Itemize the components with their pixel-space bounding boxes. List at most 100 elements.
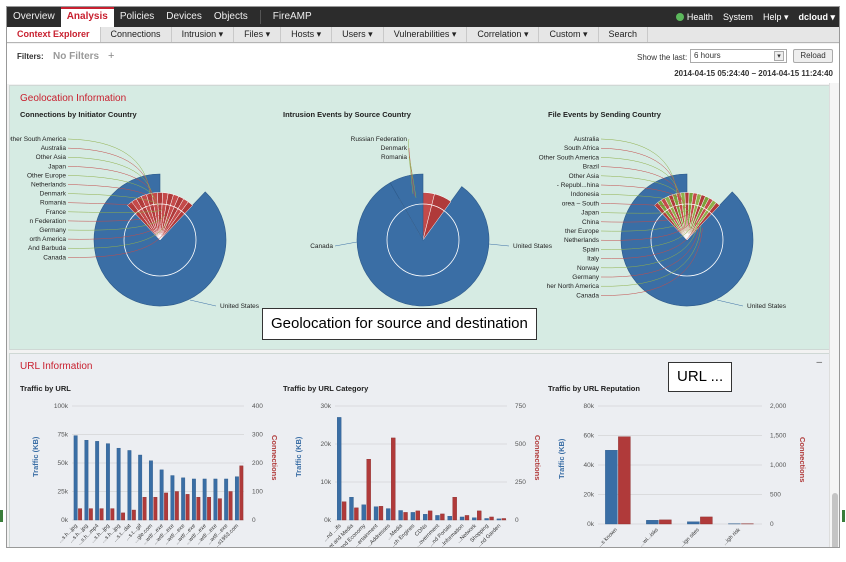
leader-line [600,215,694,241]
add-filter-icon[interactable]: + [108,50,115,62]
pie-label: Canada [310,243,333,250]
nav-objects[interactable]: Objects [213,11,248,22]
user-menu[interactable]: dcloud ▾ [798,11,835,22]
pie-label: Japan [581,210,599,217]
geolocation-panel: Geolocation Information Connections by I… [9,85,831,350]
bar-traffic [398,510,403,521]
filters-label: Filters: [17,52,44,61]
pie-label: Other South America [10,136,66,143]
pie-label: Canada [43,254,66,261]
bar-traffic [224,478,229,521]
leader-line [600,211,691,223]
bar-traffic [410,512,416,521]
time-range-value: 6 hours [694,51,721,60]
tab-files[interactable]: Files ▾ [234,27,282,42]
y2-tick-label: 200 [252,460,263,467]
nav-devices[interactable]: Devices [166,11,202,22]
leader-line [600,213,693,232]
bar-traffic [496,518,502,521]
bar-traffic [459,516,465,521]
leader-line [67,175,157,202]
geolocation-charts: Other South America Australia Other Asia Ja… [10,136,787,310]
leader-line [600,227,703,296]
nav-analysis[interactable]: Analysis [60,7,114,27]
y2-tick-label: 500 [515,441,526,448]
tab-users[interactable]: Users ▾ [332,27,384,42]
pie-label: Italy [587,256,600,263]
pie-label: Romania [381,154,407,161]
bar-traffic [181,477,186,521]
y-tick-label: 60k [584,433,595,440]
bar-connections [217,498,222,521]
edge-marker-right [842,510,845,522]
pie-label-main: United States [220,303,260,310]
y2-tick-label: 1,000 [770,462,787,469]
bar-connections [700,516,713,525]
pie-label: Australia [574,136,600,143]
pie-label: Other Europe [27,172,66,179]
bar-chart: 80k 60k 40k 20k 0k 2,000 1,500 1,000 500 0 Traffic… [557,403,807,548]
y2-tick-label: 0 [770,521,774,528]
bar-traffic [138,454,143,521]
nav-policies[interactable]: Policies [119,11,155,22]
bar-traffic [127,450,132,521]
bar-connections [164,492,169,521]
collapse-icon[interactable]: – [816,357,822,368]
health-link[interactable]: Health [675,12,713,22]
y2-tick-label: 1,500 [770,433,787,440]
tab-intrusion[interactable]: Intrusion ▾ [172,27,235,42]
bar-traffic [170,475,175,521]
tab-custom[interactable]: Custom ▾ [539,27,599,42]
top-navigation: Overview Analysis Policies Devices Objec… [7,7,839,27]
tab-context-explorer[interactable]: Context Explorer [7,27,101,42]
donut-inner-ring [650,203,724,277]
leader-line [600,219,697,259]
time-range-select[interactable]: 6 hours ▾ [690,49,787,63]
tab-search[interactable]: Search [599,27,649,42]
bar-traffic [337,417,342,521]
bar-traffic [213,478,218,521]
bar-chart: 100k 75k 50k 25k 0k 400 300 200 100 0 Traffic (KB)… [31,403,279,547]
page-scrollbar[interactable] [829,83,839,547]
bar-traffic [447,515,452,521]
tab-vulnerabilities[interactable]: Vulnerabilities ▾ [384,27,468,42]
tab-connections[interactable]: Connections [101,27,172,42]
bar-connections [489,516,494,521]
leader-line [408,156,417,198]
bar-connections [452,496,457,521]
y-axis-label: Traffic (KB) [557,438,566,479]
bar-connections [78,508,83,521]
y2-axis-label: Connections [798,437,807,482]
bar-traffic [423,514,428,521]
reload-button[interactable]: Reload [793,49,833,63]
bar-connections [239,465,244,521]
bar-connections [207,496,212,521]
leader-line [600,157,681,198]
nav-fireamp[interactable]: FireAMP [272,11,312,22]
system-menu[interactable]: System [722,12,753,22]
bar-connections [174,491,179,521]
nav-overview[interactable]: Overview [13,11,55,22]
url-panel: URL Information – Traffic by URL Traffic… [9,353,831,548]
bar-connections [354,507,359,521]
bar-connections [196,496,201,521]
bar-traffic [646,520,659,525]
bar-traffic [73,435,78,521]
pie-label: Spain [582,246,599,253]
scrollbar-thumb[interactable] [832,493,838,547]
y2-tick-label: 750 [515,403,526,410]
chart-title-initiator: Connections by Initiator Country [20,110,137,119]
pie-label: Canada [576,292,599,299]
leader-line [600,184,685,204]
tab-correlation[interactable]: Correlation ▾ [467,27,540,42]
pie-label: Denmark [381,145,408,152]
tab-hosts[interactable]: Hosts ▾ [281,27,333,42]
y-tick-label: 30k [321,403,332,410]
bar-connections [88,508,93,521]
leader-line [67,184,158,204]
y-tick-label: 20k [321,441,332,448]
bar-traffic [484,518,489,521]
help-menu[interactable]: Help ▾ [762,11,789,22]
leader-line [488,243,510,247]
x-tick-label: ...wi...isks [639,527,660,548]
